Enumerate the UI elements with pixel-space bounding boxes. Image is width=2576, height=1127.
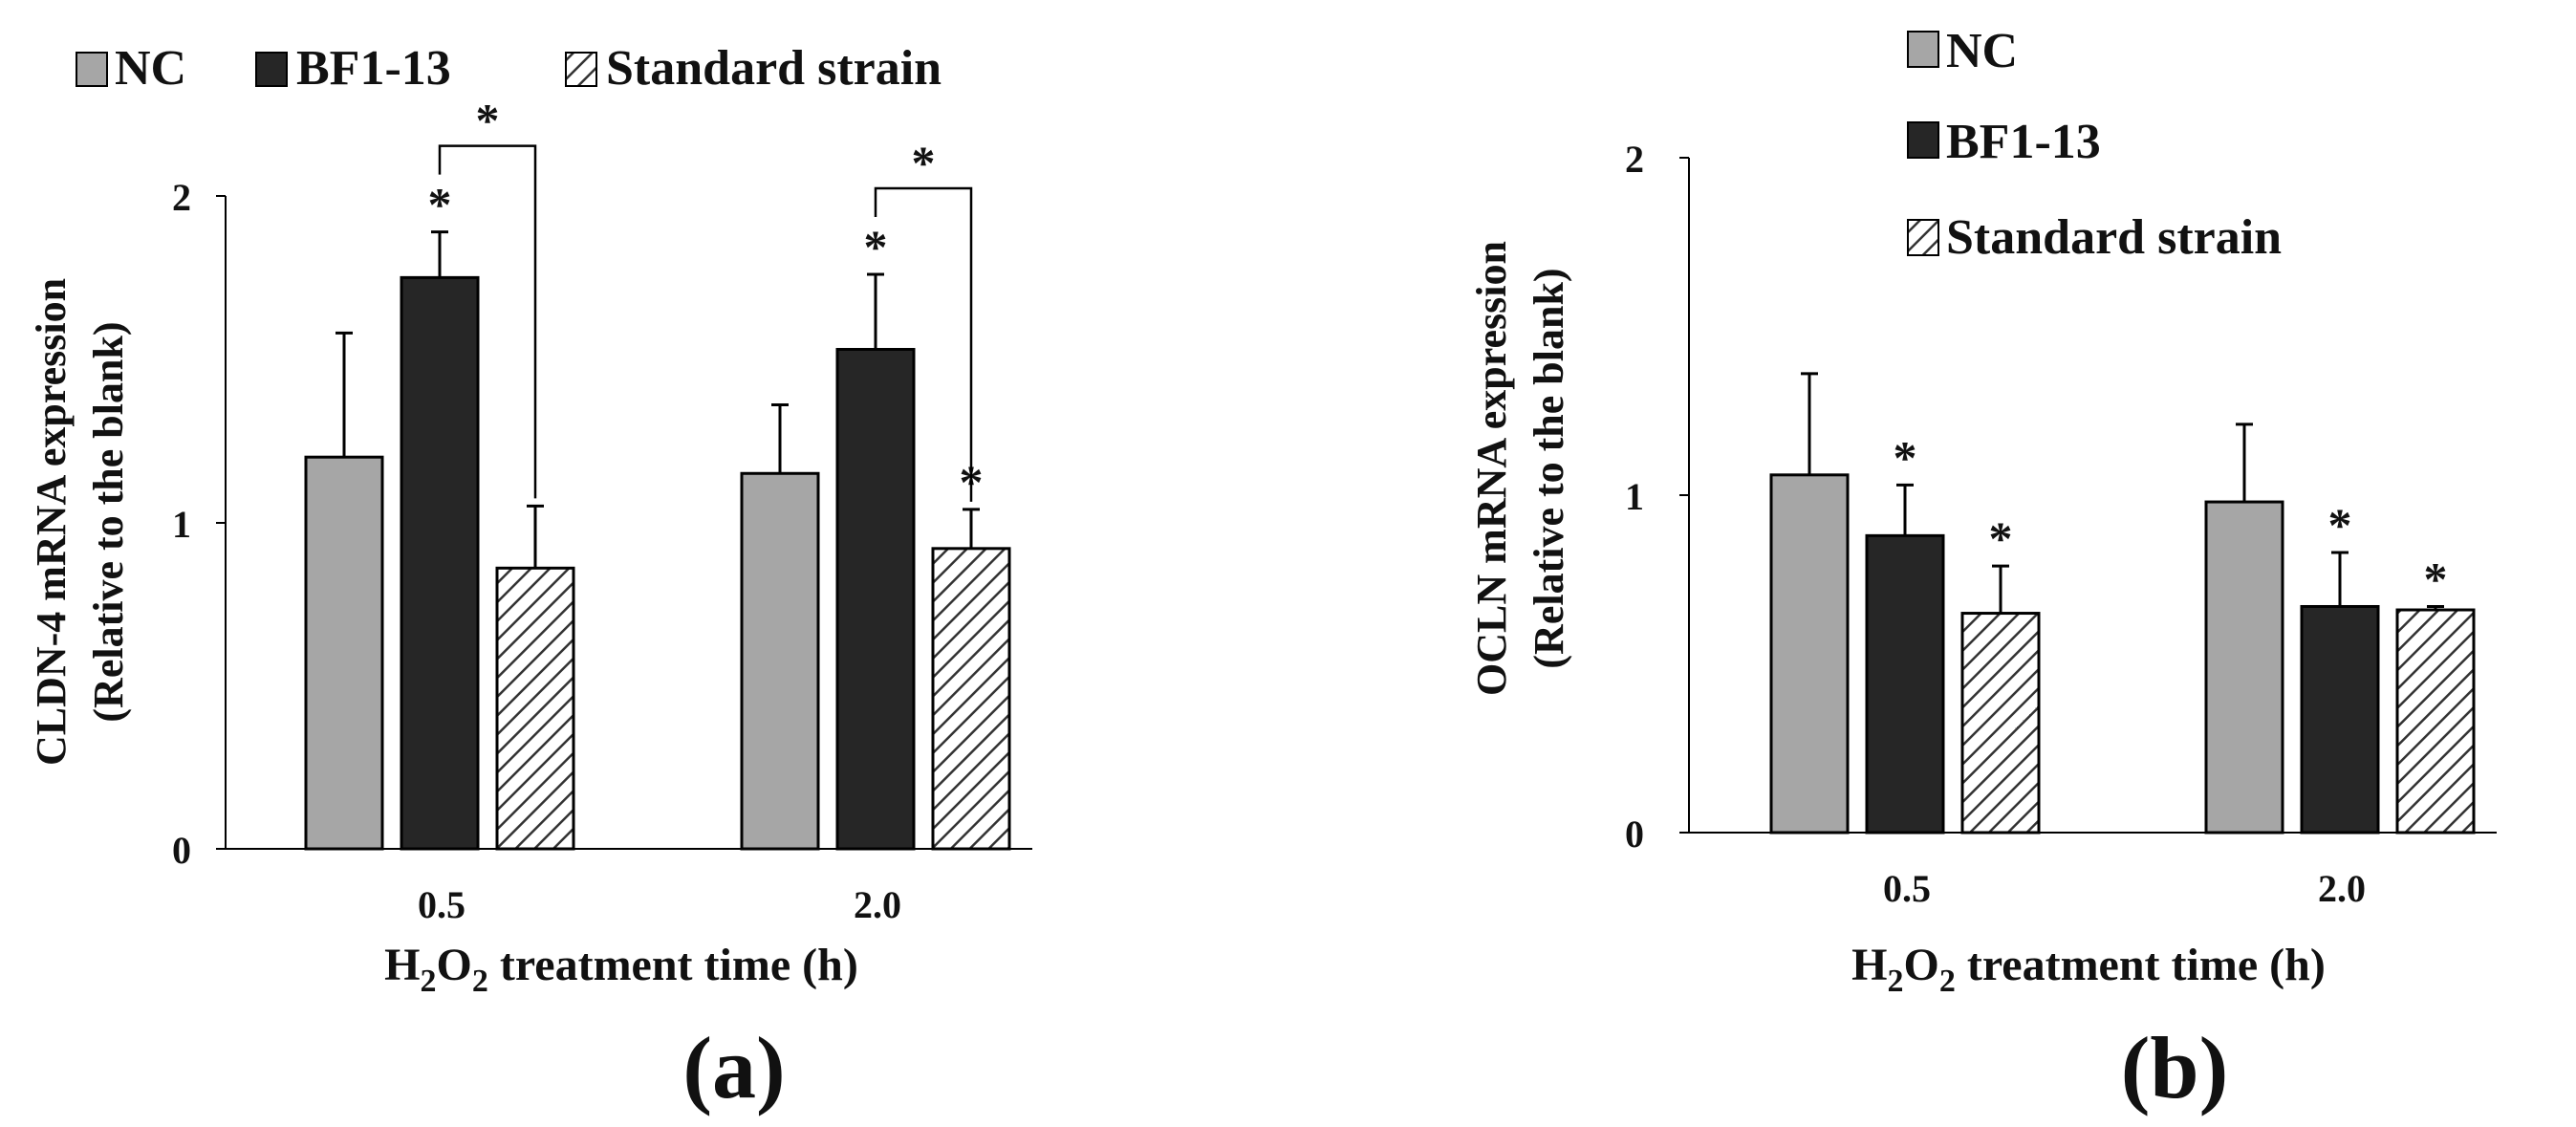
x-axis-title-a: H2O2 treatment time (h): [384, 940, 858, 999]
y-axis-title-b-line2: (Relative to the blank): [1526, 268, 1572, 668]
panel-label-a: (a): [682, 1019, 785, 1116]
bar-b-standard-1: [2395, 608, 2476, 834]
y-axis-title-b-line1: OCLN mRNA expression: [1468, 241, 1515, 696]
x-axis-title-a-rest: treatment time (h): [488, 940, 858, 990]
sig-star-a-bf1-13-1: *: [864, 220, 888, 273]
panel-a: NC BF1-13 Standard strain 0 1 2 CLDN-4 m…: [28, 41, 1032, 1116]
legend-b-swatch-nc: [1907, 31, 1939, 68]
x-axis-title-b-sub2: 2: [1939, 964, 1956, 999]
legend-a-swatch-nc: [76, 52, 108, 87]
x-axis-title-b-rest: treatment time (h): [1956, 940, 2326, 990]
panel-b: NC BF1-13 Standard strain 0 1 2 OCLN mRN…: [1468, 24, 2497, 1116]
bracket-star-a-0: *: [476, 94, 500, 147]
y-axis-b: 0 1 2 OCLN mRNA expression (Relative to …: [1468, 138, 1690, 856]
legend-b-swatch-standard: [1907, 219, 1939, 256]
sig-star-a-bf1-13-0: *: [428, 178, 452, 231]
sig-star-b-standard-1: *: [2424, 552, 2448, 605]
x-tick-label-b-0: 0.5: [1883, 867, 1931, 910]
bar-b-nc-1: [2204, 500, 2284, 834]
sig-star-b-bf1-13-0: *: [1894, 430, 1917, 484]
legend-a: NC BF1-13 Standard strain: [76, 41, 942, 96]
plot-area-b: * * * *: [1769, 372, 2476, 834]
x-axis-title-a-sub1: 2: [421, 964, 437, 999]
x-axis-title-b-h: H: [1851, 940, 1887, 990]
x-axis-title-a-sub2: 2: [472, 964, 488, 999]
x-tick-label-a-0: 0.5: [418, 883, 465, 926]
bar-b-standard-0: [1960, 612, 2041, 834]
x-axis-title-b-sub1: 2: [1888, 964, 1904, 999]
bar-a-standard-0: [495, 566, 575, 851]
bar-a-standard-1: [931, 547, 1011, 851]
comparison-bracket-a-1: [874, 186, 973, 502]
y-tick-label-b-1: 1: [1625, 475, 1644, 518]
bar-b-bf1-13-0: [1865, 533, 1945, 834]
bar-a-nc-1: [740, 471, 820, 851]
legend-b-label-nc: NC: [1946, 24, 2018, 78]
y-tick-label-b-2: 2: [1625, 138, 1644, 181]
y-axis-title-a-line2: (Relative to the blank): [85, 321, 132, 722]
legend-a-swatch-bf1-13: [255, 52, 288, 87]
legend-a-label-nc: NC: [115, 41, 186, 96]
x-tick-label-a-1: 2.0: [854, 883, 901, 926]
sig-star-b-standard-0: *: [1989, 511, 2013, 565]
y-tick-label-b-0: 0: [1625, 813, 1644, 856]
bar-b-bf1-13-1: [2300, 604, 2380, 834]
x-axis-title-b: H2O2 treatment time (h): [1851, 940, 2326, 999]
comparison-bracket-a-0: [438, 144, 537, 499]
x-axis-title-b-o: O: [1904, 940, 1939, 990]
y-axis-a: 0 1 2 CLDN-4 mRNA expression (Relative t…: [28, 176, 227, 872]
bar-b-nc-0: [1769, 473, 1850, 834]
legend-a-label-bf1-13: BF1-13: [296, 41, 451, 96]
legend-b: NC BF1-13 Standard strain: [1907, 24, 2282, 265]
panel-label-b: (b): [2121, 1019, 2228, 1116]
plot-area-a: *****: [304, 94, 1011, 851]
legend-a-label-standard: Standard strain: [606, 41, 942, 96]
bar-a-nc-0: [304, 455, 384, 851]
legend-b-swatch-bf1-13: [1907, 121, 1939, 159]
y-tick-label-a-2: 2: [172, 176, 191, 219]
bar-a-bf1-13-1: [835, 348, 916, 851]
bar-a-bf1-13-0: [400, 275, 480, 851]
y-axis-title-a-line1: CLDN-4 mRNA expression: [28, 278, 75, 766]
y-tick-label-a-1: 1: [172, 503, 191, 546]
x-axis-title-a-h: H: [384, 940, 420, 990]
bracket-star-a-1: *: [912, 136, 936, 189]
x-tick-label-b-1: 2.0: [2318, 867, 2366, 910]
y-tick-label-a-0: 0: [172, 829, 191, 872]
legend-a-swatch-standard: [565, 52, 597, 87]
legend-b-label-bf1-13: BF1-13: [1946, 115, 2101, 169]
sig-star-b-bf1-13-1: *: [2328, 498, 2352, 552]
x-axis-title-a-o: O: [437, 940, 472, 990]
legend-b-label-standard: Standard strain: [1946, 210, 2282, 265]
